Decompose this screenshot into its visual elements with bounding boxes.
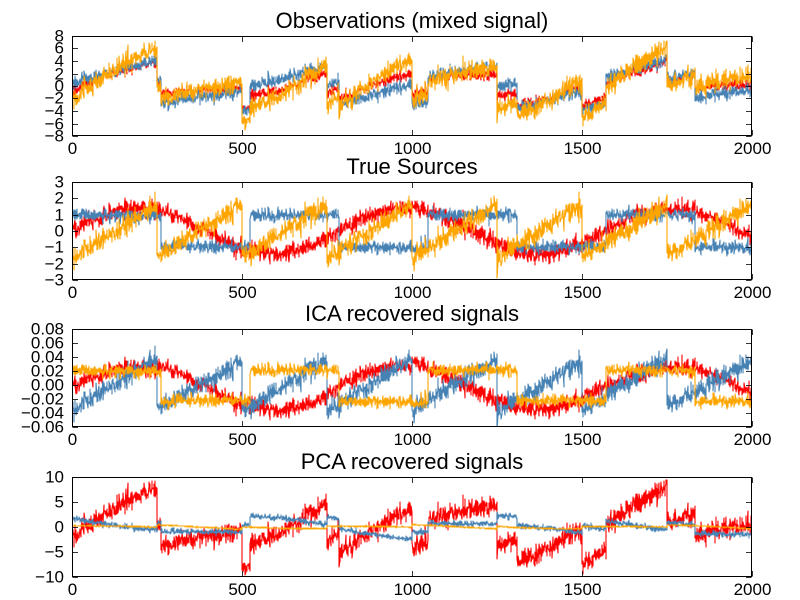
- svg-text:1500: 1500: [564, 580, 602, 599]
- svg-text:1000: 1000: [394, 580, 432, 599]
- svg-text:1500: 1500: [564, 139, 602, 158]
- svg-text:2000: 2000: [734, 139, 772, 158]
- svg-text:Observations (mixed signal): Observations (mixed signal): [276, 8, 549, 33]
- svg-text:0: 0: [68, 430, 77, 449]
- svg-text:1000: 1000: [394, 430, 432, 449]
- svg-text:−5: −5: [45, 543, 64, 562]
- svg-text:3: 3: [55, 173, 64, 192]
- svg-text:2000: 2000: [734, 283, 772, 302]
- svg-text:500: 500: [228, 283, 256, 302]
- svg-text:ICA recovered signals: ICA recovered signals: [305, 301, 519, 326]
- svg-text:0: 0: [68, 580, 77, 599]
- svg-text:2000: 2000: [734, 580, 772, 599]
- svg-text:500: 500: [228, 430, 256, 449]
- svg-text:10: 10: [45, 468, 64, 487]
- svg-text:PCA recovered signals: PCA recovered signals: [301, 449, 524, 474]
- svg-text:0.08: 0.08: [31, 320, 64, 339]
- svg-text:0: 0: [55, 518, 64, 537]
- svg-text:500: 500: [228, 139, 256, 158]
- svg-text:1500: 1500: [564, 430, 602, 449]
- svg-text:5: 5: [55, 493, 64, 512]
- svg-text:0: 0: [68, 139, 77, 158]
- svg-text:1000: 1000: [394, 283, 432, 302]
- svg-text:2000: 2000: [734, 430, 772, 449]
- svg-text:1: 1: [55, 206, 64, 225]
- svg-text:−10: −10: [35, 568, 64, 587]
- svg-text:−2: −2: [45, 255, 64, 274]
- svg-text:500: 500: [228, 580, 256, 599]
- svg-text:8: 8: [55, 27, 64, 46]
- svg-text:True Sources: True Sources: [346, 154, 477, 179]
- svg-text:0: 0: [68, 283, 77, 302]
- svg-text:1500: 1500: [564, 283, 602, 302]
